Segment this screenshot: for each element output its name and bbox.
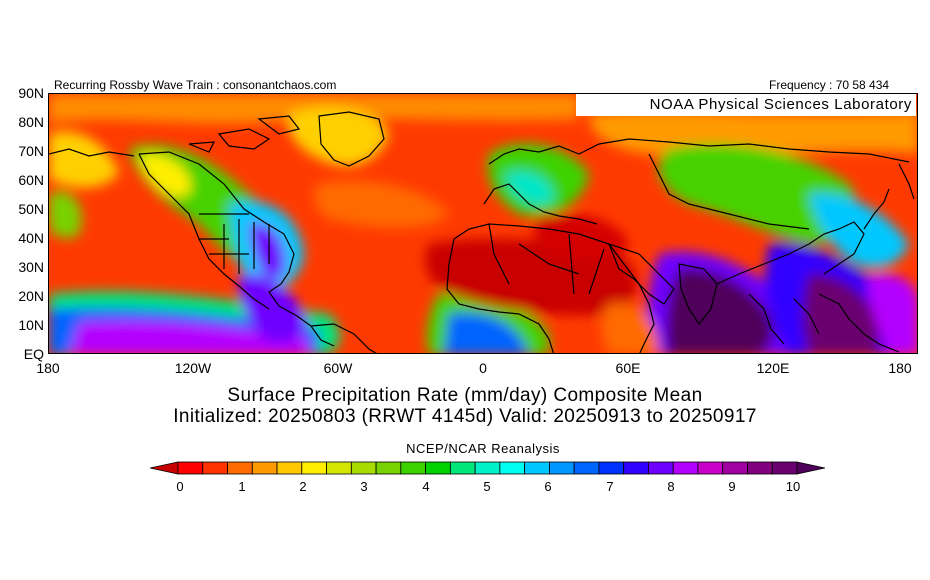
colorbar-arrow-high [796, 461, 825, 475]
lat-label: 30N [18, 259, 44, 275]
colorbar-tick-label: 4 [422, 479, 430, 494]
colorbar-tick-label: 7 [606, 479, 614, 494]
colorbar-swatch [227, 461, 253, 475]
colorbar-tick-label: 1 [238, 479, 246, 494]
lon-label: 180 [888, 360, 912, 376]
colorbar-swatch [276, 461, 303, 475]
colorbar-swatch [251, 461, 278, 475]
lon-label: 180 [36, 360, 60, 376]
colorbar-swatch [524, 461, 550, 475]
colorbar-swatch [598, 461, 625, 475]
lon-label: 120E [756, 360, 790, 376]
colorbar-swatch [449, 461, 476, 475]
lon-label: 120W [174, 360, 212, 376]
lat-label: 20N [18, 288, 44, 304]
lat-label: 60N [18, 172, 44, 188]
data-source-label: NCEP/NCAR Reanalysis [406, 441, 560, 456]
lat-label: 50N [18, 201, 44, 217]
precipitation-field [49, 94, 917, 353]
colorbar-tick-label: 2 [299, 479, 307, 494]
colorbar-swatch [573, 461, 600, 475]
lat-label: 70N [18, 143, 44, 159]
lon-label: 0 [479, 360, 487, 376]
noaa-badge: NOAA Physical Sciences Laboratory [576, 94, 916, 116]
colorbar-tick-label: 3 [360, 479, 368, 494]
map-title: Surface Precipitation Rate (mm/day) Comp… [227, 385, 703, 406]
colorbar-swatch [648, 461, 674, 475]
colorbar-arrow-low [150, 461, 179, 475]
lon-label: 60W [323, 360, 353, 376]
colorbar-tick-label: 0 [176, 479, 184, 494]
colorbar-swatch [548, 461, 575, 475]
colorbar-swatch [375, 461, 402, 475]
colorbar-swatch [425, 461, 451, 475]
colorbar-swatch [623, 461, 649, 475]
colorbar-swatch [301, 461, 327, 475]
colorbar-swatch [326, 461, 352, 475]
colorbar [150, 461, 825, 475]
lat-label: 80N [18, 114, 44, 130]
colorbar-swatch [672, 461, 699, 475]
colorbar-tick-label: 10 [785, 479, 801, 494]
colorbar-swatch [747, 461, 773, 475]
colorbar-tick-label: 9 [728, 479, 736, 494]
colorbar-swatch [722, 461, 748, 475]
colorbar-tick-label: 8 [667, 479, 675, 494]
colorbar-swatch [499, 461, 526, 475]
colorbar-swatch [400, 461, 426, 475]
lat-label: EQ [23, 346, 44, 362]
lat-label: 40N [18, 230, 44, 246]
header-left-text: Recurring Rossby Wave Train : consonantc… [54, 78, 337, 92]
lat-label: 90N [18, 85, 44, 101]
colorbar-swatch [202, 461, 228, 475]
map-subtitle: Initialized: 20250803 (RRWT 4145d) Valid… [173, 406, 757, 427]
colorbar-swatch [697, 461, 724, 475]
header-right-text: Frequency : 70 58 434 [769, 78, 890, 92]
colorbar-swatch [771, 461, 798, 475]
lon-label: 60E [615, 360, 641, 376]
colorbar-swatch [474, 461, 501, 475]
colorbar-tick-label: 6 [544, 479, 552, 494]
colorbar-swatch [177, 461, 204, 475]
colorbar-tick-label: 5 [483, 479, 491, 494]
colorbar-swatch [350, 461, 377, 475]
precipitation-map [48, 93, 918, 354]
lat-label: 10N [18, 317, 44, 333]
